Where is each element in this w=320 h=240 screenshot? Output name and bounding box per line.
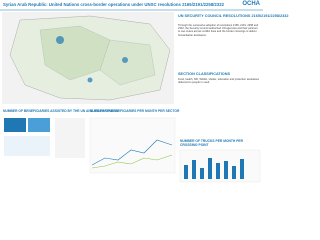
infographic: Syrian Arab Republic: United Nations cro…	[0, 1, 288, 183]
map-area	[99, 39, 156, 86]
trend-line	[91, 139, 173, 166]
stat-box	[28, 118, 50, 132]
paragraph: Food, health, NFI, WASH, shelter, educat…	[178, 78, 260, 85]
section-heading: NUMBER OF TRUCKS PER MONTH PER CROSSING …	[180, 139, 244, 147]
trend-line	[91, 154, 173, 169]
stat-box	[4, 118, 26, 132]
layout-graphics	[0, 9, 263, 183]
section-heading: UN SECURITY COUNCIL RESOLUTIONS 2165/219…	[178, 14, 289, 18]
logo: OCHA	[242, 1, 260, 7]
map-marker	[122, 57, 128, 63]
map-marker	[87, 77, 93, 83]
paragraph: Through the successive adoption of resol…	[178, 24, 259, 37]
section-heading: NUMBER OF BENEFICIARIES ASSISTED BY THE …	[3, 109, 119, 113]
section-heading: NUMBER OF BENEFICIARIES PER MONTH PER SE…	[90, 109, 180, 113]
page-title: Syrian Arab Republic: United Nations cro…	[3, 2, 224, 7]
stat-box	[4, 136, 50, 156]
table-area	[55, 118, 85, 158]
section-heading: SECTION CLASSIFICATIONS	[178, 72, 231, 76]
map-marker	[56, 36, 64, 44]
chart-area	[89, 117, 176, 174]
